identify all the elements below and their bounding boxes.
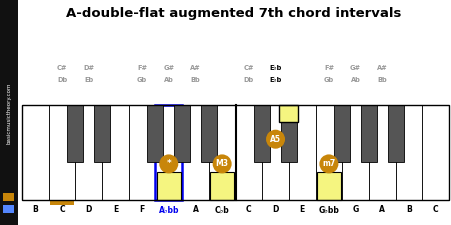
Bar <box>289 105 316 200</box>
Text: B: B <box>406 205 412 214</box>
Text: E: E <box>113 205 118 214</box>
Text: C♭b: C♭b <box>215 205 230 214</box>
Bar <box>279 104 299 122</box>
Text: basicmusictheory.com: basicmusictheory.com <box>6 82 11 144</box>
Circle shape <box>159 154 178 173</box>
Text: Bb: Bb <box>377 77 387 83</box>
Bar <box>156 105 182 200</box>
Text: *: * <box>166 159 171 168</box>
Text: D: D <box>86 205 92 214</box>
Text: A♭bb: A♭bb <box>159 205 179 214</box>
Text: E♭b: E♭b <box>269 77 282 83</box>
Bar <box>174 105 190 162</box>
Text: Gb: Gb <box>324 77 334 83</box>
Text: Bb: Bb <box>191 77 200 83</box>
Text: F#: F# <box>324 65 334 71</box>
Text: A-double-flat augmented 7th chord intervals: A-double-flat augmented 7th chord interv… <box>66 7 402 20</box>
Bar <box>129 105 156 200</box>
Text: G#: G# <box>350 65 361 71</box>
Bar <box>262 105 289 200</box>
Text: C#: C# <box>244 65 254 71</box>
Bar <box>387 105 404 162</box>
Text: F: F <box>139 205 145 214</box>
Bar <box>254 105 270 162</box>
Text: G: G <box>353 205 359 214</box>
Bar <box>235 105 262 200</box>
Bar <box>201 105 217 162</box>
Bar <box>157 172 180 200</box>
Text: C: C <box>59 205 65 214</box>
Text: C: C <box>433 205 438 214</box>
Bar <box>316 105 342 200</box>
Bar <box>0 0 18 225</box>
Text: G♭bb: G♭bb <box>318 205 339 214</box>
Bar <box>50 201 74 205</box>
Bar <box>361 105 377 162</box>
Text: D#: D# <box>83 65 94 71</box>
Bar <box>209 105 235 200</box>
Circle shape <box>266 130 285 149</box>
Bar <box>396 105 422 200</box>
Bar <box>102 105 129 200</box>
Text: M3: M3 <box>216 159 229 168</box>
Text: A5: A5 <box>270 135 281 144</box>
Text: Ab: Ab <box>351 77 360 83</box>
Text: A#: A# <box>377 65 387 71</box>
Bar <box>3 205 14 213</box>
Bar <box>94 105 110 162</box>
Text: Gb: Gb <box>137 77 147 83</box>
Text: A#: A# <box>190 65 201 71</box>
Text: E: E <box>299 205 305 214</box>
Bar <box>147 105 163 162</box>
Bar <box>75 105 102 200</box>
Bar <box>22 105 449 200</box>
Text: m7: m7 <box>322 159 336 168</box>
Circle shape <box>213 154 232 173</box>
Bar <box>22 105 49 200</box>
Text: C#: C# <box>57 65 67 71</box>
Bar <box>422 105 449 200</box>
Text: C: C <box>246 205 252 214</box>
Text: E♭b: E♭b <box>269 65 282 71</box>
Text: Ab: Ab <box>164 77 174 83</box>
Text: Eb: Eb <box>84 77 93 83</box>
Text: Db: Db <box>244 77 254 83</box>
Bar <box>281 105 297 162</box>
Bar <box>317 172 341 200</box>
Bar <box>67 105 83 162</box>
Text: D: D <box>272 205 279 214</box>
Text: B: B <box>32 205 38 214</box>
Text: G#: G# <box>163 65 174 71</box>
Bar <box>210 172 234 200</box>
Bar <box>334 105 350 162</box>
Bar <box>3 193 14 201</box>
Text: F#: F# <box>137 65 147 71</box>
Bar <box>182 105 209 200</box>
Circle shape <box>319 154 338 173</box>
Text: A: A <box>379 205 385 214</box>
Text: A: A <box>193 205 198 214</box>
Bar <box>156 105 182 200</box>
Bar <box>342 105 369 200</box>
Text: Db: Db <box>57 77 67 83</box>
Bar <box>49 105 75 200</box>
Bar <box>369 105 396 200</box>
